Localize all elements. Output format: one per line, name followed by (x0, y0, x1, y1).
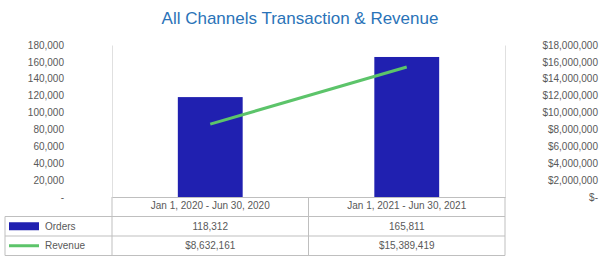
tick: 180,000 (28, 40, 112, 51)
table-border (5, 216, 505, 217)
table-border (5, 255, 505, 256)
table-border (5, 217, 6, 256)
tick: 20,000 (33, 175, 112, 186)
tick: $16,000,000 (505, 57, 598, 68)
tick-label: $14,000,000 (542, 73, 598, 84)
tick: 160,000 (28, 57, 112, 68)
tick-label: 100,000 (28, 107, 65, 118)
tick: 100,000 (28, 107, 112, 118)
legend-swatch (9, 222, 39, 230)
tick-label: 160,000 (28, 57, 65, 68)
tick: 80,000 (33, 124, 112, 135)
tick-label: 80,000 (33, 124, 64, 135)
legend-label: Revenue (45, 240, 85, 251)
tick-label: $4,000,000 (548, 158, 598, 169)
chart: All Channels Transaction & Revenue - 20,00… (0, 0, 600, 257)
table-border (5, 236, 505, 237)
line (210, 67, 407, 124)
tick: 40,000 (33, 158, 112, 169)
tick: 140,000 (28, 73, 112, 84)
tick-label: $8,000,000 (548, 124, 598, 135)
tick-label: 180,000 (28, 40, 65, 51)
y2-axis: $- $2,000,000 $4,000,000 $6,000,000 $8,000,0… (505, 40, 598, 203)
tick: 120,000 (28, 90, 112, 101)
tick-label: 40,000 (33, 158, 64, 169)
axis-line (505, 46, 506, 198)
tick: $8,000,000 (505, 124, 598, 135)
tick-label: - (61, 192, 64, 203)
title: All Channels Transaction & Revenue (162, 9, 439, 28)
table-border (505, 197, 506, 256)
tick-label: Jan 1, 2020 - Jun 30, 2020 (151, 200, 270, 211)
axis-line (112, 46, 113, 198)
tick-label: Jan 1, 2021 - Jun 30, 2021 (347, 200, 466, 211)
tick-label: $16,000,000 (542, 57, 598, 68)
table-border (112, 197, 113, 256)
tick: 60,000 (33, 141, 112, 152)
tick: - (61, 192, 112, 203)
tick: $2,000,000 (505, 175, 598, 186)
plot-area (178, 57, 439, 197)
data-table: Orders 118,312 165,811 Revenue $8,632,161 $15… (5, 197, 505, 256)
tick-label: $12,000,000 (542, 90, 598, 101)
data-label: 118,312 (193, 221, 229, 232)
table-border (308, 197, 309, 256)
tick-label: $2,000,000 (548, 175, 598, 186)
tick-label: $10,000,000 (542, 107, 598, 118)
tick-label: $6,000,000 (548, 141, 598, 152)
legend-swatch (9, 244, 39, 247)
tick-label: 60,000 (33, 141, 64, 152)
tick: $- (505, 192, 598, 203)
tick-label: $- (589, 192, 598, 203)
tick: Jan 1, 2020 - Jun 30, 2020 (151, 197, 270, 211)
data-label: 165,811 (389, 221, 425, 232)
tick: $4,000,000 (505, 158, 598, 169)
tick: $18,000,000 (505, 40, 598, 51)
tick: Jan 1, 2021 - Jun 30, 2021 (347, 197, 466, 211)
tick: $12,000,000 (505, 90, 598, 101)
legend-label: Orders (45, 221, 76, 232)
data-label: $8,632,161 (185, 240, 235, 251)
tick-label: 20,000 (33, 175, 64, 186)
tick: $6,000,000 (505, 141, 598, 152)
tick: $10,000,000 (505, 107, 598, 118)
bar (374, 57, 439, 197)
y-axis: - 20,000 40,000 60,000 80,000 100,000 120,000 1… (28, 40, 113, 203)
data-label: $15,389,419 (379, 240, 435, 251)
bar (178, 97, 243, 197)
tick-label: $18,000,000 (542, 40, 598, 51)
tick: $14,000,000 (505, 73, 598, 84)
tick-label: 140,000 (28, 73, 65, 84)
tick-label: 120,000 (28, 90, 65, 101)
